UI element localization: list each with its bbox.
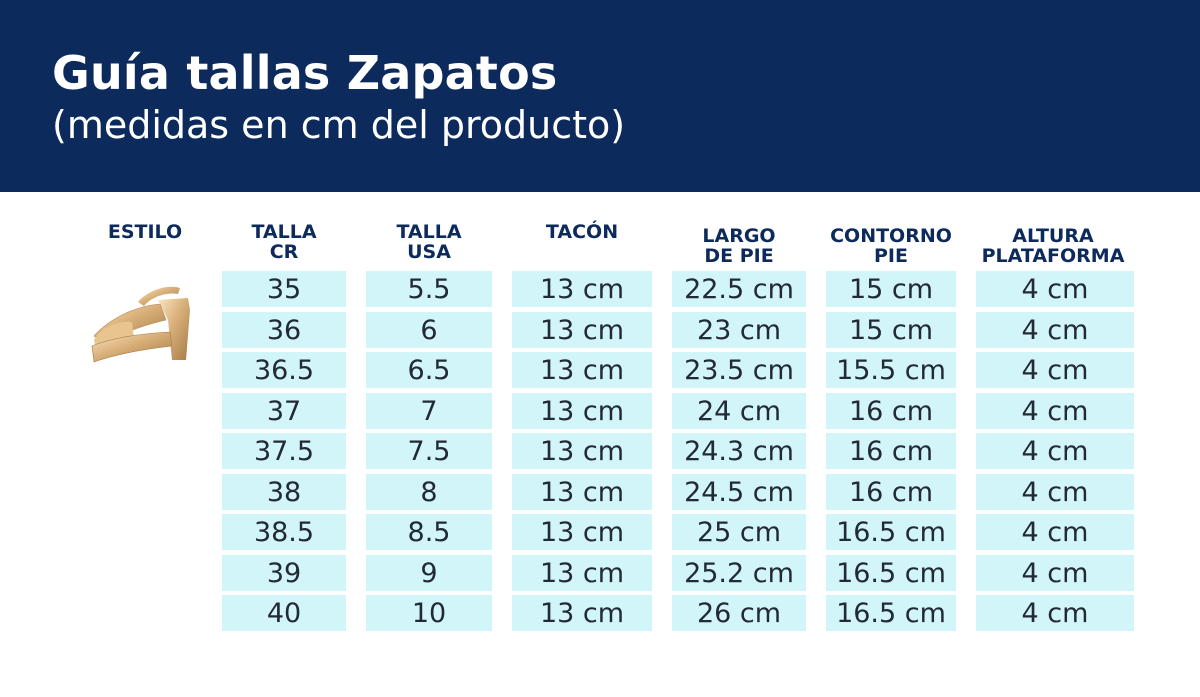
col-header-altura-plataforma-line2: PLATAFORMA <box>981 245 1125 267</box>
col-header-tacon: TACÓN <box>512 222 652 242</box>
cell-talla-usa: 8 <box>366 473 492 510</box>
cell-largo-pie: 24.5 cm <box>672 473 806 510</box>
cell-talla-cr: 38.5 <box>222 514 346 550</box>
col-header-altura-plataforma-line1: ALTURA <box>1012 225 1094 247</box>
col-header-talla-cr-line1: TALLA <box>251 221 317 243</box>
cell-talla-cr: 38 <box>222 473 346 510</box>
cell-contorno-pie: 16 cm <box>826 392 956 429</box>
cell-largo-pie: 23 cm <box>672 311 806 348</box>
cell-talla-cr: 39 <box>222 554 346 591</box>
cell-altura-plataforma: 4 cm <box>976 595 1134 631</box>
col-header-largo-pie-line2: DE PIE <box>704 245 774 267</box>
cell-tacon: 13 cm <box>512 271 652 307</box>
cell-largo-pie: 25 cm <box>672 514 806 550</box>
cell-tacon: 13 cm <box>512 514 652 550</box>
cell-contorno-pie: 16 cm <box>826 433 956 469</box>
cell-largo-pie: 24.3 cm <box>672 433 806 469</box>
cell-talla-usa: 5.5 <box>366 271 492 307</box>
cell-largo-pie: 26 cm <box>672 595 806 631</box>
cell-altura-plataforma: 4 cm <box>976 473 1134 510</box>
col-header-tacon-line1: TACÓN <box>545 221 619 243</box>
col-header-contorno-pie-line1: CONTORNO <box>830 225 952 247</box>
col-header-talla-cr-line2: CR <box>269 241 299 263</box>
col-header-largo-pie-line1: LARGO <box>702 225 776 247</box>
cell-talla-cr: 37 <box>222 392 346 429</box>
cell-talla-cr: 36.5 <box>222 352 346 388</box>
cell-altura-plataforma: 4 cm <box>976 271 1134 307</box>
col-header-talla-usa-line2: USA <box>407 241 451 263</box>
cell-talla-cr: 37.5 <box>222 433 346 469</box>
page-subtitle: (medidas en cm del producto) <box>52 103 626 147</box>
cell-altura-plataforma: 4 cm <box>976 514 1134 550</box>
col-header-talla-cr: TALLA CR <box>222 222 346 262</box>
cell-contorno-pie: 16.5 cm <box>826 595 956 631</box>
gold-platform-sandal-icon <box>91 286 190 363</box>
col-header-talla-usa: TALLA USA <box>366 222 492 262</box>
page-title: Guía tallas Zapatos <box>52 46 558 100</box>
cell-contorno-pie: 15.5 cm <box>826 352 956 388</box>
cell-largo-pie: 25.2 cm <box>672 554 806 591</box>
cell-altura-plataforma: 4 cm <box>976 352 1134 388</box>
cell-talla-usa: 6 <box>366 311 492 348</box>
cell-contorno-pie: 15 cm <box>826 311 956 348</box>
cell-tacon: 13 cm <box>512 352 652 388</box>
col-header-estilo-line1: ESTILO <box>107 221 183 243</box>
col-header-estilo: ESTILO <box>100 222 190 242</box>
cell-contorno-pie: 15 cm <box>826 271 956 307</box>
cell-altura-plataforma: 4 cm <box>976 433 1134 469</box>
cell-contorno-pie: 16 cm <box>826 473 956 510</box>
cell-tacon: 13 cm <box>512 554 652 591</box>
cell-tacon: 13 cm <box>512 392 652 429</box>
col-header-largo-pie: LARGO DE PIE <box>672 226 806 266</box>
cell-talla-cr: 40 <box>222 595 346 631</box>
col-header-contorno-pie: CONTORNO PIE <box>810 226 972 266</box>
cell-tacon: 13 cm <box>512 595 652 631</box>
cell-largo-pie: 23.5 cm <box>672 352 806 388</box>
cell-altura-plataforma: 4 cm <box>976 392 1134 429</box>
cell-contorno-pie: 16.5 cm <box>826 554 956 591</box>
cell-talla-usa: 6.5 <box>366 352 492 388</box>
cell-talla-cr: 36 <box>222 311 346 348</box>
col-header-contorno-pie-line2: PIE <box>874 245 908 267</box>
cell-tacon: 13 cm <box>512 311 652 348</box>
cell-largo-pie: 24 cm <box>672 392 806 429</box>
col-header-talla-usa-line1: TALLA <box>396 221 462 243</box>
cell-talla-usa: 10 <box>366 595 492 631</box>
cell-contorno-pie: 16.5 cm <box>826 514 956 550</box>
header-banner: Guía tallas Zapatos (medidas en cm del p… <box>0 0 1200 192</box>
cell-altura-plataforma: 4 cm <box>976 554 1134 591</box>
cell-talla-usa: 7 <box>366 392 492 429</box>
cell-talla-usa: 7.5 <box>366 433 492 469</box>
cell-talla-usa: 9 <box>366 554 492 591</box>
col-header-altura-plataforma: ALTURA PLATAFORMA <box>972 226 1134 266</box>
cell-talla-cr: 35 <box>222 271 346 307</box>
cell-altura-plataforma: 4 cm <box>976 311 1134 348</box>
cell-tacon: 13 cm <box>512 433 652 469</box>
cell-largo-pie: 22.5 cm <box>672 271 806 307</box>
cell-talla-usa: 8.5 <box>366 514 492 550</box>
cell-tacon: 13 cm <box>512 473 652 510</box>
